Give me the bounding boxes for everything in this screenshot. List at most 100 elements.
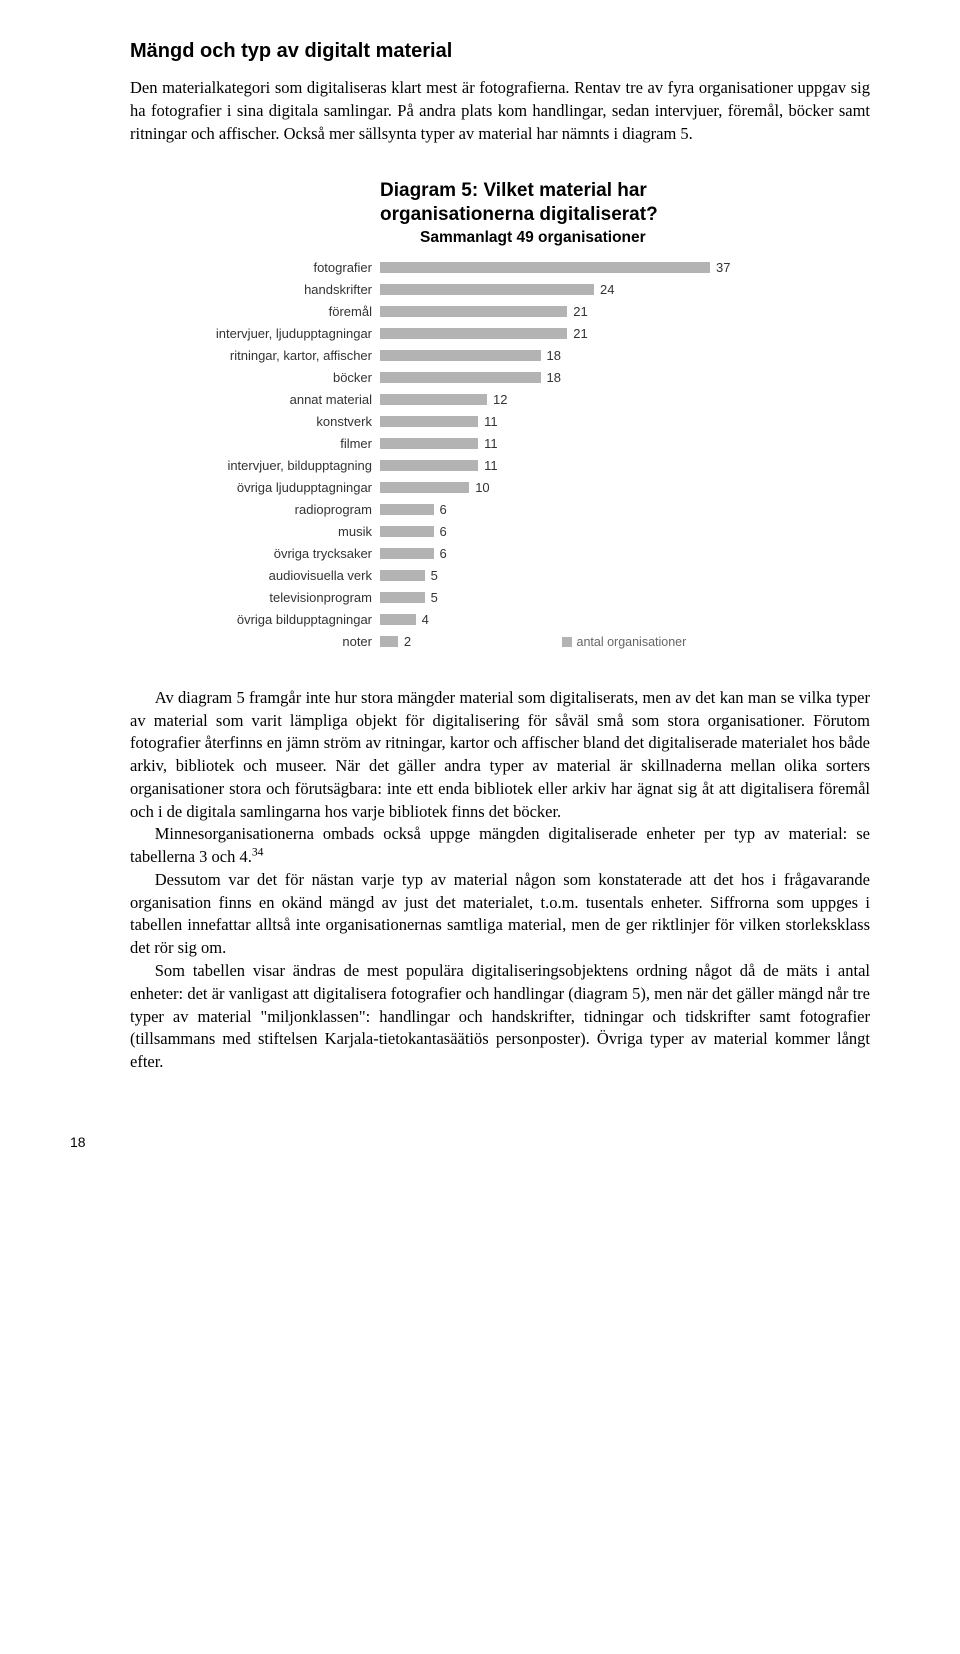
chart-row-label: filmer — [170, 436, 380, 451]
chart-bar — [380, 438, 478, 449]
chart-bar-area: 4 — [380, 612, 870, 627]
chart-row-value: 37 — [710, 260, 730, 275]
chart-row-label: televisionprogram — [170, 590, 380, 605]
chart-row: övriga ljudupptagningar 10 — [170, 477, 870, 499]
chart-bar — [380, 570, 425, 581]
chart-row-value: 11 — [478, 436, 498, 451]
chart-row-label: övriga ljudupptagningar — [170, 480, 380, 495]
chart-row: övriga trycksaker 6 — [170, 543, 870, 565]
chart-row-value: 5 — [425, 568, 438, 583]
chart-bar — [380, 416, 478, 427]
chart-row-value: 5 — [425, 590, 438, 605]
chart-bar-area: 10 — [380, 480, 870, 495]
chart-row-value: 12 — [487, 392, 507, 407]
chart-row-value: 6 — [434, 546, 447, 561]
chart-row-value: 18 — [541, 370, 561, 385]
chart-row-label: handskrifter — [170, 282, 380, 297]
body-paragraph-3: Dessutom var det för nästan varje typ av… — [130, 869, 870, 960]
chart-title-line1: Diagram 5: Vilket material har — [380, 180, 647, 201]
chart-row-label: radioprogram — [170, 502, 380, 517]
chart-row-label: ritningar, kartor, affischer — [170, 348, 380, 363]
chart-row: handskrifter 24 — [170, 279, 870, 301]
chart-row-value: 21 — [567, 304, 587, 319]
legend-text: antal organisationer — [577, 635, 687, 649]
chart-bar — [380, 328, 567, 339]
chart-row-label: föremål — [170, 304, 380, 319]
body-paragraph-2: Minnesorganisationerna ombads också uppg… — [130, 823, 870, 869]
chart-row-label: intervjuer, ljudupptagningar — [170, 326, 380, 341]
body-p2-text: Minnesorganisationerna ombads också uppg… — [130, 824, 870, 866]
chart-bar-area: 6 — [380, 502, 870, 517]
intro-paragraph: Den materialkategori som digitaliseras k… — [130, 77, 870, 145]
chart-row-label: övriga trycksaker — [170, 546, 380, 561]
chart-row: intervjuer, ljudupptagningar 21 — [170, 323, 870, 345]
chart-row: radioprogram 6 — [170, 499, 870, 521]
chart-bar — [380, 262, 710, 273]
chart-bar — [380, 460, 478, 471]
chart-row: fotografier 37 — [170, 257, 870, 279]
chart-bar — [380, 372, 541, 383]
chart-bar — [380, 504, 434, 515]
footnote-ref: 34 — [252, 847, 264, 859]
section-heading: Mängd och typ av digitalt material — [130, 40, 870, 63]
chart-row-label: fotografier — [170, 260, 380, 275]
chart-bar-area: 11 — [380, 436, 870, 451]
chart-row: annat material 12 — [170, 389, 870, 411]
chart-row: audiovisuella verk5 — [170, 565, 870, 587]
chart-bar-area: 5 — [380, 568, 870, 583]
chart-row: filmer 11 — [170, 433, 870, 455]
chart-row: övriga bildupptagningar 4 — [170, 609, 870, 631]
page-number: 18 — [70, 1134, 870, 1150]
chart-row: noter 2 — [170, 631, 870, 653]
chart-bar — [380, 394, 487, 405]
chart-bar — [380, 548, 434, 559]
chart-row-value: 6 — [434, 502, 447, 517]
body-paragraph-1: Av diagram 5 framgår inte hur stora mäng… — [130, 687, 870, 824]
chart-row: föremål 21 — [170, 301, 870, 323]
chart-container: Diagram 5: Vilket material har organisat… — [170, 179, 870, 653]
chart-row: musik 6 — [170, 521, 870, 543]
chart-bar — [380, 284, 594, 295]
chart-bar — [380, 482, 469, 493]
chart-bar-area: 24 — [380, 282, 870, 297]
chart-bar-area: 18 — [380, 370, 870, 385]
chart-bar-area: 11 — [380, 458, 870, 473]
chart-bar-area: 6 — [380, 524, 870, 539]
chart-legend: antal organisationer — [562, 635, 687, 649]
chart-row: böcker 18 — [170, 367, 870, 389]
chart-row-value: 4 — [416, 612, 429, 627]
chart-row-value: 24 — [594, 282, 614, 297]
chart-row-label: böcker — [170, 370, 380, 385]
chart-row: konstverk11 — [170, 411, 870, 433]
chart-row: ritningar, kartor, affischer 18 — [170, 345, 870, 367]
chart-row-label: musik — [170, 524, 380, 539]
legend-swatch-icon — [562, 637, 572, 647]
chart-bar — [380, 614, 416, 625]
chart-row-value: 18 — [541, 348, 561, 363]
chart-bar-area: 21 — [380, 304, 870, 319]
chart-title-line2: organisationerna digitaliserat? — [380, 204, 658, 225]
chart-row: intervjuer, bildupptagning 11 — [170, 455, 870, 477]
chart-bar-area: 18 — [380, 348, 870, 363]
chart-bar — [380, 636, 398, 647]
chart-bar — [380, 350, 541, 361]
chart-row-label: övriga bildupptagningar — [170, 612, 380, 627]
chart-row-label: noter — [170, 634, 380, 649]
chart-bar-area: 5 — [380, 590, 870, 605]
chart-row-value: 2 — [398, 634, 411, 649]
chart-bar-area: 12 — [380, 392, 870, 407]
chart-row-label: annat material — [170, 392, 380, 407]
chart-row-value: 11 — [478, 458, 498, 473]
chart-row-value: 10 — [469, 480, 489, 495]
chart-bar-area: 6 — [380, 546, 870, 561]
chart-row-label: intervjuer, bildupptagning — [170, 458, 380, 473]
chart-body: fotografier37handskrifter24föremål21inte… — [170, 257, 870, 653]
chart-bar-area: 37 — [380, 260, 870, 275]
chart-row-value: 6 — [434, 524, 447, 539]
chart-bar — [380, 526, 434, 537]
chart-bar-area: 11 — [380, 414, 870, 429]
chart-bar-area: 21 — [380, 326, 870, 341]
chart-row-value: 21 — [567, 326, 587, 341]
chart-title: Diagram 5: Vilket material har organisat… — [380, 179, 870, 227]
chart-subtitle: Sammanlagt 49 organisationer — [420, 229, 870, 247]
